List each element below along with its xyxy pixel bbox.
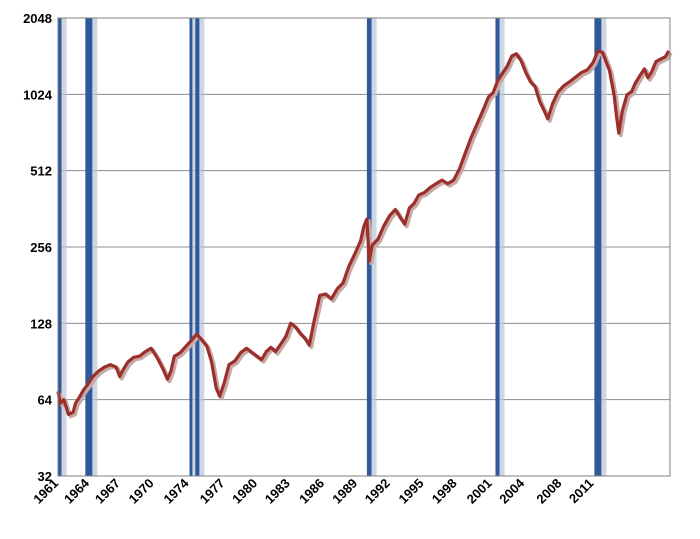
- shaded-band: [594, 18, 602, 476]
- plot-frame: [57, 17, 671, 477]
- x-tick-label: 1970: [126, 476, 157, 507]
- y-tick-label: 512: [30, 164, 52, 179]
- x-tick-label: 1992: [362, 476, 393, 507]
- gridlines: [58, 93, 670, 401]
- shaded-band: [195, 18, 200, 476]
- series-layer: [56, 49, 673, 419]
- band-shadow: [60, 18, 67, 476]
- x-axis-labels: 1961 1964 1967 1970 1974 1977 1980 1983 1986 1989…: [30, 475, 596, 507]
- y-axis-labels: 32 64 128 256 512 1024 2048: [23, 11, 53, 484]
- x-tick-label: 1986: [296, 476, 327, 507]
- x-tick-label: 2011: [566, 476, 597, 507]
- x-tick-label: 2004: [496, 475, 528, 507]
- band-shadow: [191, 18, 198, 476]
- x-tick-label: 1967: [92, 476, 123, 507]
- x-tick-label: 1983: [262, 476, 293, 507]
- shaded-band: [189, 18, 193, 476]
- y-tick-label: 128: [30, 316, 52, 331]
- x-tick-label: 1961: [30, 476, 61, 507]
- shaded-band: [495, 18, 500, 476]
- band-shadow: [197, 18, 205, 476]
- shaded-band: [58, 18, 62, 476]
- y-tick-label: 256: [30, 240, 52, 255]
- x-tick-label: 1974: [161, 475, 193, 507]
- band-shadow: [497, 18, 505, 476]
- band-shadow: [87, 18, 98, 476]
- x-tick-label: 1964: [61, 475, 93, 507]
- x-tick-label: 1998: [429, 476, 460, 507]
- y-tick-label: 64: [38, 393, 53, 408]
- y-tick-label: 2048: [23, 11, 52, 26]
- plot-border: [57, 17, 671, 477]
- band-shadow: [596, 18, 607, 476]
- shaded-band: [85, 18, 93, 476]
- y-tick-label: 1024: [23, 87, 53, 102]
- x-tick-label: 1989: [329, 476, 360, 507]
- y-tick-label: 32: [38, 469, 52, 484]
- x-tick-label: 1995: [396, 476, 427, 507]
- x-tick-label: 1977: [197, 476, 228, 507]
- series-line: [56, 49, 671, 416]
- x-tick-label: 2001: [464, 476, 495, 507]
- x-tick-label: 1980: [229, 476, 260, 507]
- x-tick-label: 2008: [533, 476, 564, 507]
